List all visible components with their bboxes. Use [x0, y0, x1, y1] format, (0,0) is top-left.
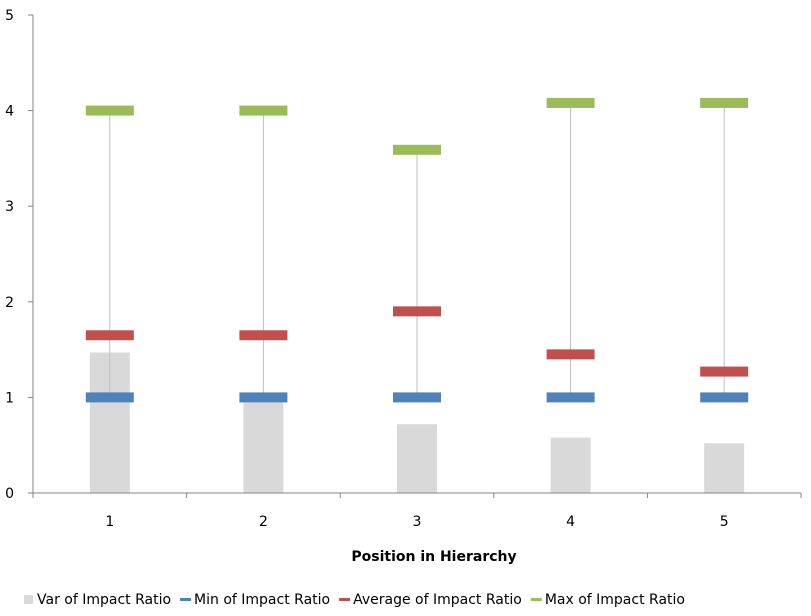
y-tick-label: 2 — [5, 295, 14, 311]
var-bar — [397, 424, 437, 493]
min-marker — [239, 392, 288, 403]
average-marker — [546, 349, 595, 360]
min-marker — [85, 392, 134, 403]
average-marker — [239, 330, 288, 341]
x-tick-label: 4 — [566, 514, 575, 530]
var-bar — [550, 437, 591, 493]
average-marker — [85, 330, 134, 341]
average-marker — [393, 306, 441, 317]
legend-swatch-dash — [180, 598, 192, 601]
legend-label: Average of Impact Ratio — [353, 592, 522, 608]
max-marker — [546, 97, 595, 108]
x-tick-label: 3 — [413, 514, 422, 530]
min-marker — [700, 392, 749, 403]
legend: Var of Impact Ratio Min of Impact Ratio Av… — [24, 592, 685, 608]
legend-swatch-dash — [530, 598, 542, 601]
var-bar — [704, 443, 745, 493]
y-tick-label: 3 — [5, 199, 14, 215]
x-tick-label: 5 — [720, 514, 729, 530]
x-tick-label: 2 — [259, 514, 268, 530]
y-tick-label: 1 — [5, 390, 14, 406]
average-marker — [700, 366, 749, 377]
legend-label: Min of Impact Ratio — [194, 592, 330, 608]
min-marker — [546, 392, 595, 403]
legend-label: Var of Impact Ratio — [37, 592, 171, 608]
y-tick-label: 5 — [5, 8, 14, 24]
y-axis: 0 1 2 3 4 5 — [5, 8, 34, 502]
max-marker — [85, 105, 134, 116]
min-marker — [393, 392, 441, 403]
x-axis: 1 2 3 4 5 — [32, 492, 802, 530]
legend-swatch-bar — [24, 595, 33, 604]
max-marker — [700, 97, 749, 108]
plot-area — [85, 97, 749, 493]
y-tick-label: 0 — [5, 486, 14, 502]
y-tick-label: 4 — [5, 104, 14, 120]
x-tick-label: 1 — [105, 514, 114, 530]
max-marker — [393, 144, 441, 155]
legend-label: Max of Impact Ratio — [545, 592, 685, 608]
max-marker — [239, 105, 288, 116]
legend-swatch-dash — [339, 598, 351, 601]
x-axis-title: Position in Hierarchy — [351, 549, 516, 565]
var-bar — [243, 397, 284, 493]
